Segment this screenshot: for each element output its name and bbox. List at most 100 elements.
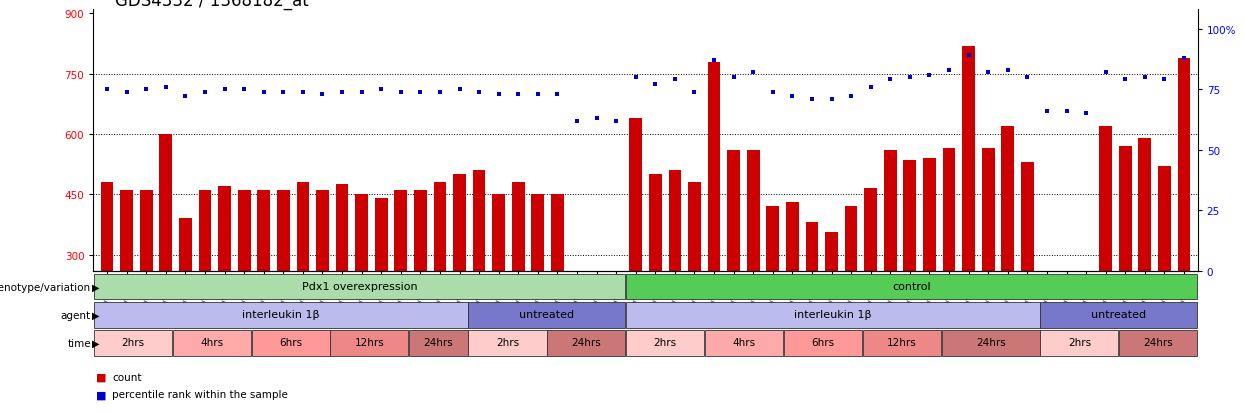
Text: 2hrs: 2hrs [496, 338, 519, 348]
Point [626, 75, 646, 81]
Text: 6hrs: 6hrs [812, 338, 834, 348]
Bar [1041, 330, 1118, 356]
Text: 4hrs: 4hrs [732, 338, 756, 348]
Bar [276, 191, 290, 375]
Point [979, 70, 998, 76]
Text: 6hrs: 6hrs [279, 338, 303, 348]
Bar [825, 233, 838, 375]
Bar [923, 159, 936, 375]
Bar [904, 161, 916, 375]
Bar [727, 151, 740, 375]
Point [1037, 108, 1057, 115]
Bar [941, 330, 1040, 356]
Text: genotype/variation: genotype/variation [0, 282, 91, 292]
Point [351, 89, 371, 96]
Text: control: control [893, 282, 931, 292]
Bar [433, 183, 446, 375]
Point [176, 94, 195, 100]
Bar [669, 171, 681, 375]
Bar [1041, 302, 1198, 328]
Point [1017, 75, 1037, 81]
Point [411, 89, 431, 96]
Text: 24hrs: 24hrs [976, 338, 1006, 348]
Bar [688, 183, 701, 375]
Text: agent: agent [61, 310, 91, 320]
Text: 24hrs: 24hrs [1143, 338, 1173, 348]
Point [508, 91, 528, 98]
Bar [1061, 329, 1073, 375]
Point [802, 96, 822, 103]
Bar [982, 149, 995, 375]
Point [469, 89, 489, 96]
Bar [238, 191, 250, 375]
Point [528, 91, 548, 98]
Bar [532, 195, 544, 375]
Bar [453, 175, 466, 375]
Point [97, 87, 117, 93]
Bar [316, 191, 329, 375]
Bar [962, 46, 975, 375]
Text: 2hrs: 2hrs [1068, 338, 1091, 348]
Point [763, 89, 783, 96]
Text: 24hrs: 24hrs [423, 338, 453, 348]
Bar [468, 302, 625, 328]
Point [1135, 75, 1155, 81]
Bar [179, 219, 192, 375]
Bar [512, 183, 524, 375]
Point [391, 89, 411, 96]
Bar [296, 183, 309, 375]
Bar [1119, 147, 1132, 375]
Bar [1178, 58, 1190, 375]
Bar [610, 323, 622, 375]
Point [293, 89, 312, 96]
Text: 12hrs: 12hrs [886, 338, 916, 348]
Bar [649, 175, 661, 375]
Bar [863, 330, 941, 356]
Bar [93, 330, 172, 356]
Text: interleukin 1β: interleukin 1β [242, 310, 320, 320]
Text: time: time [67, 338, 91, 348]
Point [860, 84, 880, 91]
Text: 2hrs: 2hrs [654, 338, 677, 348]
Bar [1158, 167, 1170, 375]
Point [117, 89, 137, 96]
Text: 12hrs: 12hrs [355, 338, 385, 348]
Bar [1099, 127, 1112, 375]
Bar [1138, 139, 1152, 375]
Point [645, 82, 665, 88]
Bar [492, 195, 505, 375]
Bar [159, 135, 172, 375]
Bar [707, 62, 721, 375]
Text: ▶: ▶ [92, 338, 100, 348]
Bar [375, 199, 387, 375]
Point [959, 53, 979, 59]
Bar [1001, 127, 1015, 375]
Bar [570, 311, 584, 375]
Text: 2hrs: 2hrs [121, 338, 144, 348]
Point [1116, 77, 1135, 83]
Point [274, 89, 294, 96]
Point [430, 89, 449, 96]
Bar [626, 302, 1040, 328]
Point [214, 87, 234, 93]
Bar [548, 330, 625, 356]
Point [1057, 108, 1077, 115]
Bar [705, 330, 783, 356]
Point [900, 75, 920, 81]
Bar [864, 189, 876, 375]
Bar [93, 274, 625, 300]
Bar [1119, 330, 1198, 356]
Bar [784, 330, 862, 356]
Bar [410, 330, 468, 356]
Bar [1041, 333, 1053, 375]
Bar [415, 191, 427, 375]
Point [1076, 111, 1096, 117]
Bar [468, 330, 547, 356]
Bar [767, 207, 779, 375]
Text: ▶: ▶ [92, 282, 100, 292]
Bar [552, 195, 564, 375]
Point [254, 89, 274, 96]
Bar [93, 302, 468, 328]
Bar [884, 151, 896, 375]
Point [195, 89, 215, 96]
